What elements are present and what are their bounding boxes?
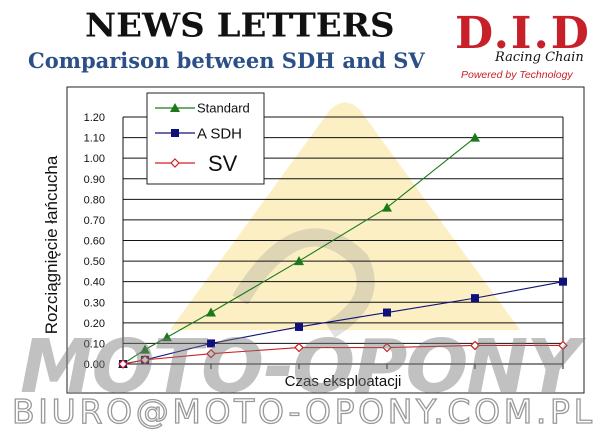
y-tick-label: 1.00 (84, 153, 105, 165)
y-tick-label: 0.00 (84, 359, 105, 371)
data-point (207, 339, 215, 348)
data-point (470, 340, 480, 351)
data-point (206, 348, 216, 359)
data-point (118, 359, 128, 369)
y-tick-label: 0.70 (84, 215, 105, 227)
y-tick-label: 0.50 (84, 256, 105, 268)
legend-label: Standard (197, 101, 250, 116)
legend-marker (170, 158, 180, 168)
legend: Standard A SDH SV (146, 92, 265, 185)
logo-slogan: Powered by Technology (461, 69, 573, 81)
data-point (162, 332, 172, 342)
watermark-big: MOTO-OPONY (20, 324, 586, 410)
y-tick-label: 0.20 (84, 318, 105, 330)
data-point (559, 277, 567, 286)
did-logo: D.I.D Racing Chain Powered by Technology (455, 12, 589, 84)
logo-brand: D.I.D (455, 8, 591, 59)
y-tick-label: 1.20 (84, 112, 105, 124)
data-point (383, 308, 391, 317)
data-point (294, 256, 304, 266)
data-point (294, 342, 304, 353)
y-tick-label: 0.10 (84, 338, 105, 350)
legend-marker (171, 129, 179, 137)
data-point (382, 202, 392, 212)
data-point (470, 132, 480, 142)
legend-label: SV (208, 151, 238, 176)
data-point (140, 344, 150, 354)
y-tick-label: 0.40 (84, 277, 105, 289)
data-point (206, 307, 216, 317)
legend-label: A SDH (197, 125, 242, 142)
data-point (295, 322, 303, 331)
y-tick-label: 0.90 (84, 174, 105, 186)
logo-tagline: Racing Chain (495, 50, 584, 65)
x-axis-label: Czas eksploatacji (285, 373, 402, 390)
y-axis-label: Rozciągnięcie łańcucha (42, 155, 61, 334)
data-point (558, 340, 568, 351)
watermark-logo (170, 102, 520, 338)
newsletter-title: NEWS LETTERS (85, 7, 395, 45)
chart-frame (66, 86, 585, 394)
y-tick-label: 1.10 (84, 133, 105, 145)
data-point (382, 342, 392, 353)
newsletter-subtitle: Comparison between SDH and SV (28, 48, 425, 73)
legend-marker (170, 103, 180, 112)
y-tick-label: 0.30 (84, 297, 105, 309)
y-tick-label: 0.80 (84, 194, 105, 206)
data-point (471, 294, 479, 303)
data-point (140, 355, 150, 365)
y-tick-label: 0.60 (84, 236, 105, 248)
